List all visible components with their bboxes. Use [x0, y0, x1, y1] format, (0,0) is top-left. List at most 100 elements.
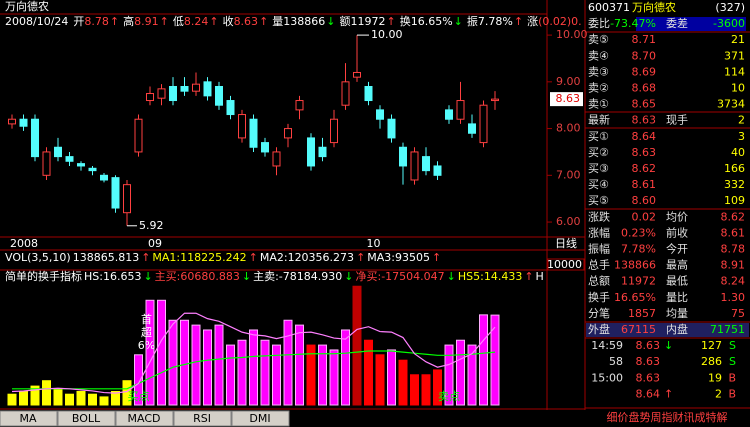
turnover-bar [7, 393, 17, 406]
indicator-text: HS5:14.433 [458, 270, 522, 283]
candle-body [318, 146, 327, 158]
last-price-box [550, 92, 583, 107]
period-label: 日线 [555, 236, 577, 250]
indicator-text: ↓ [242, 270, 251, 283]
y-tick-label: 8.00 [556, 122, 581, 135]
quote-value: 1857 [628, 307, 656, 320]
turnover-bar [490, 314, 500, 406]
quote-value: 7.78% [621, 243, 656, 256]
ask-volume: 114 [724, 65, 745, 78]
vol-text: MA2:120356.273 [260, 251, 354, 264]
candle-body [42, 151, 51, 176]
tab-label[interactable]: RSI [193, 412, 211, 425]
bid-label: 买② [588, 146, 609, 159]
candle-body [364, 86, 373, 102]
turnover-bar [65, 393, 74, 406]
tab[interactable] [173, 410, 232, 427]
indicator-text: H [536, 270, 544, 283]
candle-body [157, 88, 166, 99]
turnover-bar [226, 344, 235, 406]
header-label: 收 [223, 14, 234, 28]
turnover-bar [122, 380, 132, 406]
header-arrow: ↑ [259, 15, 268, 28]
vol-text: MA1:118225.242 [152, 251, 246, 264]
candle-body [272, 151, 281, 167]
vol-text: MA3:93505 [367, 251, 430, 264]
trade-volume: 2 [715, 387, 722, 400]
quote-name: 万向德农 [632, 0, 676, 14]
annotation: 买点 [128, 390, 150, 403]
turnover-bar [237, 339, 247, 406]
candle-body [226, 100, 235, 116]
quote-value: -3600 [713, 17, 745, 30]
ask-price: 8.71 [632, 33, 657, 46]
header-arrow: ↑ [514, 15, 523, 28]
bid-label: 买① [588, 130, 609, 143]
turnover-bar [19, 391, 28, 406]
candle-body [77, 163, 85, 167]
quote-label: 换手 [588, 290, 610, 304]
bid-volume: 166 [724, 162, 745, 175]
candle-body [410, 151, 419, 181]
turnover-bar [157, 299, 166, 406]
tab[interactable] [57, 410, 116, 427]
turnover-bar [30, 385, 40, 406]
header-value: 11972 [351, 15, 386, 28]
turnover-bar [352, 285, 362, 406]
vol-scale-box [547, 258, 585, 271]
header-label: 额 [340, 15, 351, 28]
candle-body [111, 177, 120, 209]
turnover-bar [249, 329, 258, 406]
tab[interactable] [115, 410, 174, 427]
turnover-bar [272, 344, 281, 406]
indicator-text: ↓ [143, 270, 152, 283]
bid-price: 8.60 [632, 194, 657, 207]
turnover-bar [421, 374, 431, 406]
tab[interactable] [0, 410, 58, 427]
quote-code: 600371 [588, 1, 630, 14]
quote-value: 75 [731, 307, 745, 320]
vol-scale-label: 10000 [547, 258, 582, 271]
trade-side: S [729, 339, 736, 352]
header-arrow: ↑ [209, 15, 218, 28]
trade-side: S [729, 355, 736, 368]
tab-label[interactable]: BOLL [72, 412, 101, 425]
candle-body [376, 109, 384, 120]
candle-body [341, 81, 350, 106]
header-label: 涨 [527, 15, 538, 28]
header-label: 振 [467, 14, 478, 28]
tab-label[interactable]: DMI [249, 412, 270, 425]
quote-value: 8.61 [721, 226, 746, 239]
candle-body [146, 93, 154, 102]
quote-value: 8.62 [721, 210, 746, 223]
header-label: 开 [73, 15, 84, 28]
bid-label: 买⑤ [588, 194, 609, 207]
ask-price: 8.69 [632, 65, 657, 78]
turnover-bar [433, 369, 442, 406]
turnover-bar [444, 344, 454, 406]
turnover-bar [53, 388, 63, 406]
vol-text: 138865.813 [73, 251, 139, 264]
quote-value: 8.78 [721, 243, 746, 256]
high-label: 10.00 [371, 28, 403, 41]
header-value: 8.24 [184, 15, 209, 28]
tab-label[interactable]: MACD [128, 412, 161, 425]
candle-body [307, 137, 315, 167]
trade-volume: 127 [701, 339, 722, 352]
bid-label: 买③ [588, 162, 609, 175]
ask-price: 8.65 [632, 98, 657, 111]
bid-price: 8.61 [632, 178, 657, 191]
quote-label: 今开 [666, 242, 688, 256]
tab-label[interactable]: MA [19, 412, 36, 425]
quote-label: 均量 [666, 307, 688, 320]
indicator-line [11, 312, 496, 394]
turnover-bar [398, 359, 408, 406]
candle-body [479, 104, 488, 144]
vol-text: ↑ [356, 251, 365, 264]
candle-body [54, 146, 62, 158]
turnover-bar [318, 344, 327, 406]
vol-text: VOL(3,5,10) [5, 251, 71, 264]
candle-body [456, 100, 465, 120]
bid-price: 8.64 [632, 130, 657, 143]
tab[interactable] [231, 410, 290, 427]
